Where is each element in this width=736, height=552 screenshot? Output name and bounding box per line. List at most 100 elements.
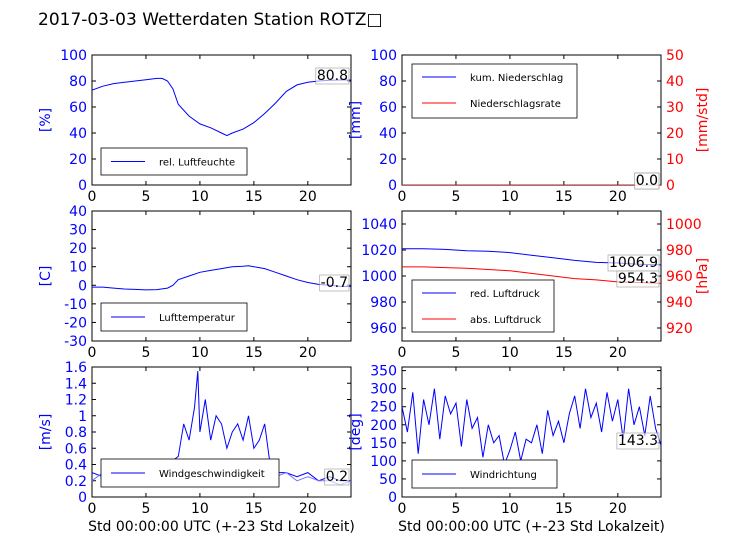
current-value2-label-box [634,172,660,190]
y-tick-label: 1.6 [65,360,87,376]
y-tick-label: -10 [64,297,87,313]
y-tick-label: 20 [69,241,87,257]
x-tick-label: 15 [555,345,573,361]
y-tick-label: 50 [379,472,397,488]
y-tick-label: 1000 [361,269,397,285]
y-tick-label: 0 [78,178,87,194]
y-tick-label: 10 [69,260,87,276]
x-tick-label: 5 [451,189,460,205]
current-value2-label-box [616,270,660,288]
legend-label: Windgeschwindigkeit [159,469,265,480]
y-tick-label: -20 [64,315,87,331]
y2-tick-label: 920 [666,321,693,337]
x-tick-label: 10 [191,189,209,205]
y-tick-label: 20 [379,152,397,168]
series-line-rel-luftfeuchte [92,77,351,137]
x-tick-label: 20 [299,189,317,205]
current-value-label: 1006.9 [609,255,658,271]
y-axis-label: [deg] [348,413,364,450]
current-value-label-box [324,468,350,486]
x-tick-label: 10 [191,345,209,361]
x-tick-label: 0 [398,345,407,361]
y2-tick-label: 30 [666,100,684,116]
x-tick-label: 15 [245,345,263,361]
x-tick-label: 15 [555,501,573,517]
current-value-label: -0.7 [321,275,348,291]
series-line-windrichtung [402,388,661,467]
panel-temperature: 0 5 10 15 20 -30 -20 -10 0 10 20 30 40 [C] Lufttempera… [38,204,352,361]
y2-tick-label: 980 [666,243,693,259]
y-tick-label: 0 [78,278,87,294]
y-tick-label: 20 [69,152,87,168]
y2-tick-label: 960 [666,269,693,285]
current-value-label: 0.2 [326,469,348,485]
y-tick-label: 100 [370,48,397,64]
current-value2-label: 0.0 [636,173,658,189]
y-tick-label: 0.6 [65,441,87,457]
x-tick-label: 0 [398,189,407,205]
y2-axis-label: [hPa] [695,258,711,294]
x-tick-label: 5 [141,189,150,205]
x-tick-label: 20 [299,501,317,517]
plot-frame [91,54,352,186]
current-value-label-box [319,274,350,292]
y-tick-label: 1040 [361,217,397,233]
legend-label: Niederschlagsrate [470,99,561,110]
current-value-label-box [315,67,350,85]
current-value-label-box [616,432,660,450]
chart-title: 2017-03-03 Wetterdaten Station ROTZ□ [38,10,383,30]
y-tick-label: 40 [69,204,87,220]
y-axis-label: [m/s] [38,414,54,451]
legend-label: Lufttemperatur [159,313,236,324]
x-tick-label: 10 [501,501,519,517]
y-tick-label: 60 [69,100,87,116]
legend-box [411,63,578,119]
y2-tick-label: 10 [666,152,684,168]
y2-tick-label: 50 [666,48,684,64]
x-tick-label: 0 [88,189,97,205]
y-axis-label: [%] [38,108,54,132]
legend-label: red. Luftdruck [470,289,540,300]
y-tick-label: 0 [78,490,87,506]
y-tick-label: 200 [370,418,397,434]
x-tick-label: 15 [245,501,263,517]
x-tick-label: 20 [609,189,627,205]
y-tick-label: 40 [69,126,87,142]
panel-humidity: 0 5 10 15 20 0 20 40 60 80 100 [%] rel. Luftfeuchte 8… [38,48,352,205]
legend-label: abs. Luftdruck [470,315,541,326]
y-tick-label: 100 [60,48,87,64]
x-tick-label: 5 [451,501,460,517]
y-tick-label: 80 [379,74,397,90]
x-tick-label: 15 [245,189,263,205]
x-tick-label: 10 [191,501,209,517]
panel-pressure: 0 5 10 15 20 960 980 1000 1020 1040 920 940 960 980 10… [361,210,711,361]
y-tick-label: 960 [370,321,397,337]
y-tick-label: 0.4 [65,458,87,474]
y-tick-label: 250 [370,400,397,416]
y2-axis-label: [mm/std] [695,88,711,153]
x-axis-label: Std 00:00:00 UTC (+-23 Std Lokalzeit) [398,519,665,535]
y-tick-label: 1.4 [65,376,87,392]
y-tick-label: -30 [64,334,87,350]
y2-tick-label: 1000 [666,217,702,233]
y-tick-label: 1020 [361,243,397,259]
y-tick-label: 1.2 [65,393,87,409]
x-tick-label: 20 [609,501,627,517]
panel-wind-speed: 0 5 10 15 2000.20.40.60.811.21.41.6[m/s]Std … [38,360,355,535]
legend-label: Windrichtung [470,470,537,481]
x-tick-label: 0 [398,501,407,517]
current-value-label: 143.3 [618,433,658,449]
y-axis-label: [mm] [348,101,364,139]
legend-label: kum. Niederschlag [470,73,563,84]
x-tick-label: 10 [501,345,519,361]
legend-label: rel. Luftfeuchte [159,158,235,169]
series-line-lufttemperatur [92,265,351,291]
legend-box [411,279,555,333]
y-tick-label: 0 [388,178,397,194]
x-tick-label: 5 [141,501,150,517]
y2-tick-label: 0 [666,178,675,194]
y-tick-label: 40 [379,126,397,142]
x-tick-label: 15 [555,189,573,205]
